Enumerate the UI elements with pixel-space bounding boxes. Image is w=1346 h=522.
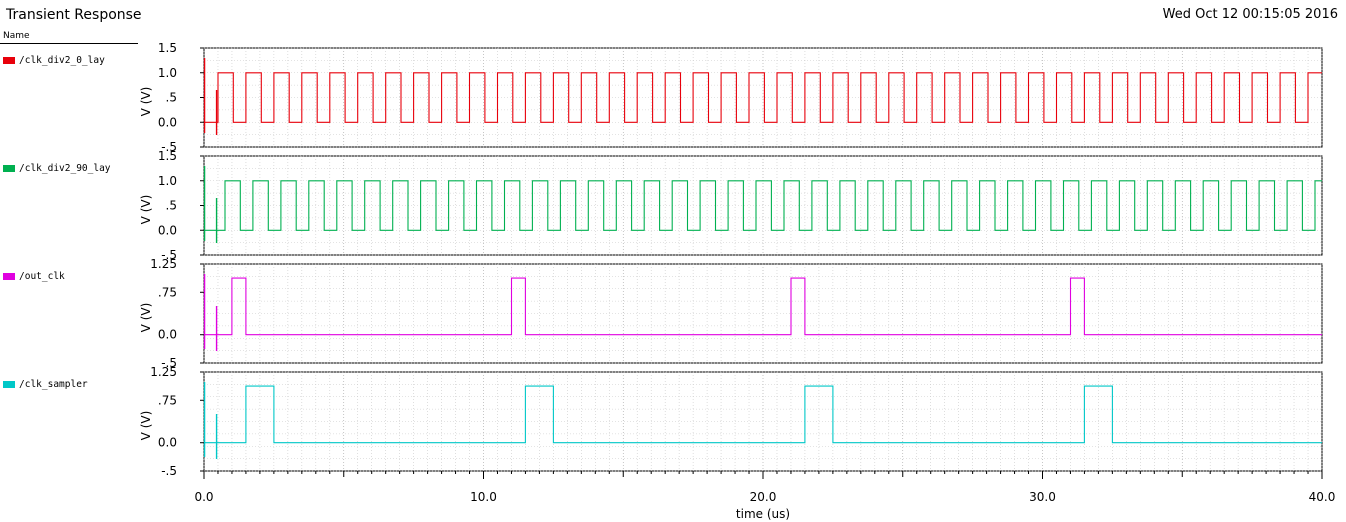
legend-swatch-clk-div2-90-lay	[3, 164, 15, 172]
y-tick-label: 1.5	[158, 149, 177, 163]
y-axis-label: V (V)	[139, 87, 153, 117]
y-tick-label: -.5	[161, 248, 177, 262]
y-tick-label: 1.25	[150, 365, 177, 379]
y-tick-label: 1.0	[158, 66, 177, 80]
y-axis-label: V (V)	[139, 303, 153, 333]
y-axis-label: V (V)	[139, 411, 153, 441]
y-tick-label: 0.0	[158, 115, 177, 129]
legend-item-out-clk[interactable]: /out_clk	[3, 270, 65, 282]
legend-item-clk-div2-0-lay[interactable]: /clk_div2_0_lay	[3, 54, 105, 66]
series-line	[204, 180, 1322, 231]
y-tick-label: .75	[158, 285, 177, 299]
x-axis-label: time (us)	[736, 507, 790, 521]
y-tick-label: 0.0	[158, 223, 177, 237]
legend-label: /clk_sampler	[19, 378, 88, 390]
y-tick-label: -.5	[161, 140, 177, 154]
x-tick-label: 40.0	[1309, 490, 1336, 504]
y-tick-label: 1.5	[158, 41, 177, 55]
x-tick-label: 10.0	[470, 490, 497, 504]
y-tick-label: -.5	[161, 356, 177, 370]
y-axis-label: V (V)	[139, 195, 153, 225]
x-tick-label: 30.0	[1029, 490, 1056, 504]
legend-label: /clk_div2_90_lay	[19, 162, 111, 174]
legend-item-clk-sampler[interactable]: /clk_sampler	[3, 378, 88, 390]
legend-swatch-clk-div2-0-lay	[3, 56, 15, 64]
y-tick-label: .5	[166, 91, 177, 105]
legend-item-clk-div2-90-lay[interactable]: /clk_div2_90_lay	[3, 162, 111, 174]
y-tick-label: 0.0	[158, 328, 177, 342]
x-tick-label: 0.0	[194, 490, 213, 504]
series-line	[204, 72, 1322, 123]
y-tick-label: .5	[166, 199, 177, 213]
series-line	[204, 385, 1322, 444]
legend-label: /clk_div2_0_lay	[19, 54, 105, 66]
y-tick-label: .75	[158, 393, 177, 407]
y-tick-label: -.5	[161, 464, 177, 478]
y-tick-label: 1.0	[158, 174, 177, 188]
series-line	[204, 277, 1322, 336]
legend-header: Name	[3, 31, 30, 41]
window-title: Transient Response	[6, 7, 142, 23]
legend-swatch-out-clk	[3, 272, 15, 280]
y-tick-label: 1.25	[150, 257, 177, 271]
legend-divider	[0, 43, 138, 44]
legend-swatch-clk-sampler	[3, 380, 15, 388]
y-tick-label: 0.0	[158, 436, 177, 450]
timestamp: Wed Oct 12 00:15:05 2016	[1162, 7, 1338, 22]
x-tick-label: 20.0	[750, 490, 777, 504]
legend-label: /out_clk	[19, 270, 65, 282]
